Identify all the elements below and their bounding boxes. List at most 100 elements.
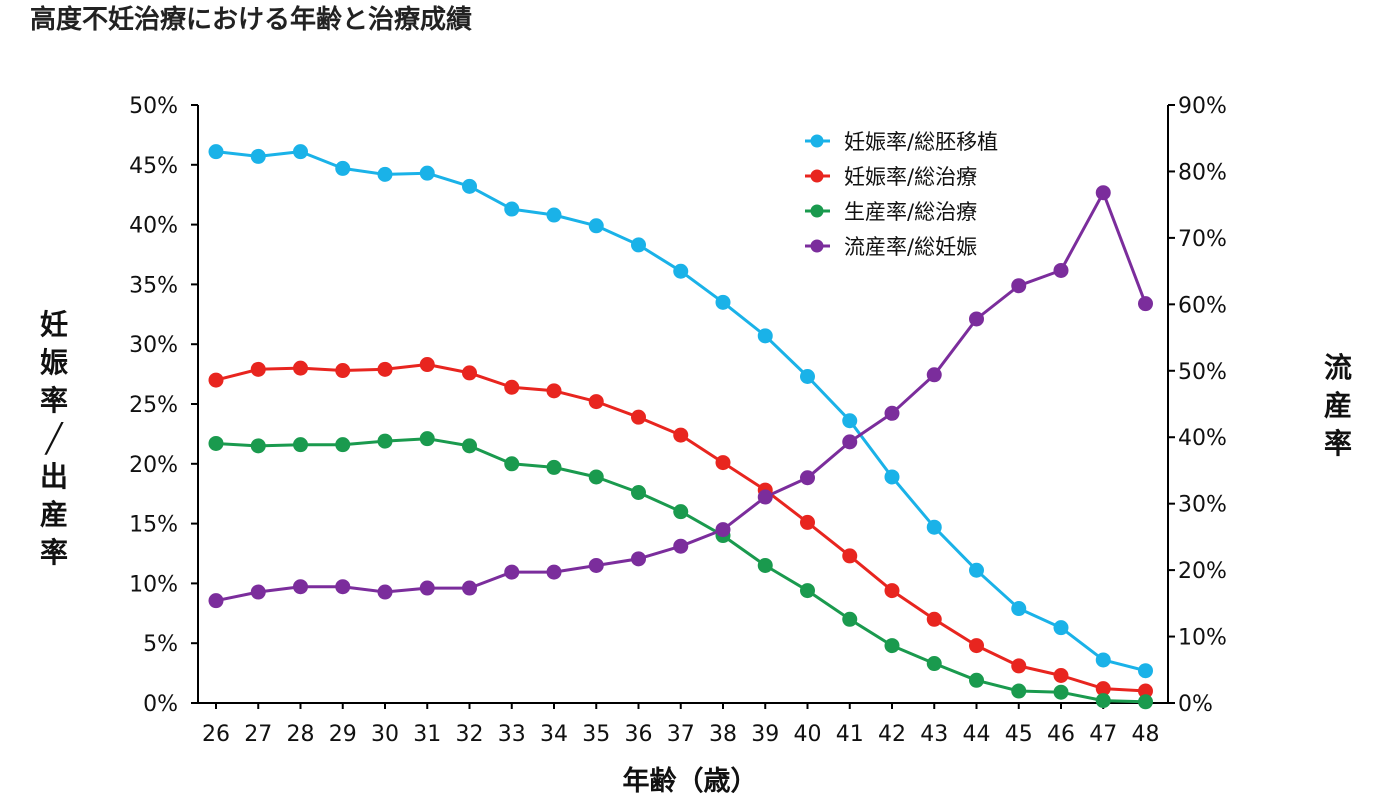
series-4-point [208,593,224,609]
series-2-point [1095,681,1111,697]
y-left-tick-label: 15% [129,513,178,538]
legend-label: 流産率/総妊娠 [844,235,977,259]
series-1-point [1053,620,1069,636]
series-2-point [1011,658,1027,674]
series-3-point [588,469,604,485]
series-2-point [293,360,308,376]
series-4-point [419,580,435,596]
x-tick-label: 44 [963,722,991,747]
legend-marker [810,134,824,148]
series-4-point [926,367,942,383]
y-right-tick-label: 20% [1178,559,1227,584]
y-right-tick-label: 50% [1178,360,1227,385]
series-1-point [1011,601,1027,617]
x-tick-label: 28 [287,722,315,747]
series-3-point [462,438,477,454]
series-3-point [293,437,308,453]
y-axis-label-right-char: 産 [1324,389,1352,422]
series-3-point [926,656,942,672]
y-left-tick-label: 50% [129,94,178,119]
x-tick-label: 47 [1089,722,1117,747]
axes: 0% 5% 10% 15% 20% 25% 30% 35% 40% 45% 50% 0% 10% 20% 3… [129,94,1227,747]
series-3-point [884,638,900,654]
series-3-point [842,611,858,627]
series-1-point [1138,663,1153,679]
series-4-point [673,538,689,554]
y-left-tick-label: 5% [143,632,178,657]
x-tick-label: 41 [836,722,864,747]
series-4-point [715,522,731,538]
x-tick-label: 37 [667,722,695,747]
series-4-point [969,311,984,327]
legend-label: 妊娠率/総胚移植 [844,130,998,154]
series-2-point [208,372,224,388]
x-tick-label: 46 [1047,722,1075,747]
y-right-tick-label: 80% [1178,160,1227,185]
legend-label: 妊娠率/総治療 [844,165,977,189]
series-4-point [293,579,308,595]
series-4-point [546,564,562,580]
series-3-point [208,435,224,451]
series-2-point [673,427,689,443]
series-4-point [504,564,520,580]
y-right-tick-label: 10% [1178,626,1227,651]
y-right-tick-label: 60% [1178,293,1227,318]
y-axis-label-left-char: 妊 [40,308,68,341]
x-tick-label: 42 [878,722,906,747]
series-3-point [969,672,984,688]
series-4-point [1138,296,1153,312]
series-3-point [673,504,689,520]
x-axis-label: 年齢（歳） [623,765,758,797]
series-2-point [884,583,900,599]
series-3-point [419,431,435,447]
x-tick-label: 39 [751,722,779,747]
series-1-point [1095,652,1111,668]
series-4-point [462,580,477,596]
y-axis-label-right: 流産率 [1324,351,1352,460]
series-3-point [631,485,646,501]
series-1-point [926,519,942,535]
series-1-point [715,294,731,310]
series-4-point [631,551,646,567]
series-1-point [800,368,815,384]
series-2-point [462,365,477,381]
series-line-2 [215,363,1146,693]
series-1-point [546,207,562,223]
y-axis-label-right-char: 率 [1324,427,1352,460]
y-left-tick-label: 30% [129,333,178,358]
series-2-point [546,383,562,399]
series-points [208,144,1153,710]
x-tick-label: 38 [709,722,737,747]
x-tick-label: 35 [582,722,610,747]
series-1-point [377,166,393,182]
series-3-point [1011,683,1027,699]
x-tick-label: 34 [540,722,568,747]
series-1-point [335,160,351,176]
series-4-point [1011,278,1027,294]
series-3-point [1053,684,1069,700]
legend-marker [810,239,824,253]
series-1-point [884,469,900,485]
x-tick-label: 32 [456,722,484,747]
y-left-tick-label: 45% [129,154,178,179]
y-axis-label-left: 妊娠率╱出産率 [40,308,68,569]
series-1-point [757,328,773,344]
y-left-tick-label: 25% [129,393,178,418]
series-4-point [250,584,266,600]
series-1-point [504,201,520,217]
series-1-point [293,144,308,160]
legend-marker [810,169,824,183]
series-1-point [462,178,477,194]
series-line-1 [215,150,1146,673]
series-1-point [673,263,689,279]
series-1-point [588,218,604,234]
y-right-tick-label: 40% [1178,426,1227,451]
series-2-point [715,455,731,471]
series-2-point [1053,667,1069,683]
y-right-tick-label: 30% [1178,493,1227,518]
series-3-point [546,459,562,475]
series-4-point [1095,185,1111,201]
series-2-point [504,379,520,395]
